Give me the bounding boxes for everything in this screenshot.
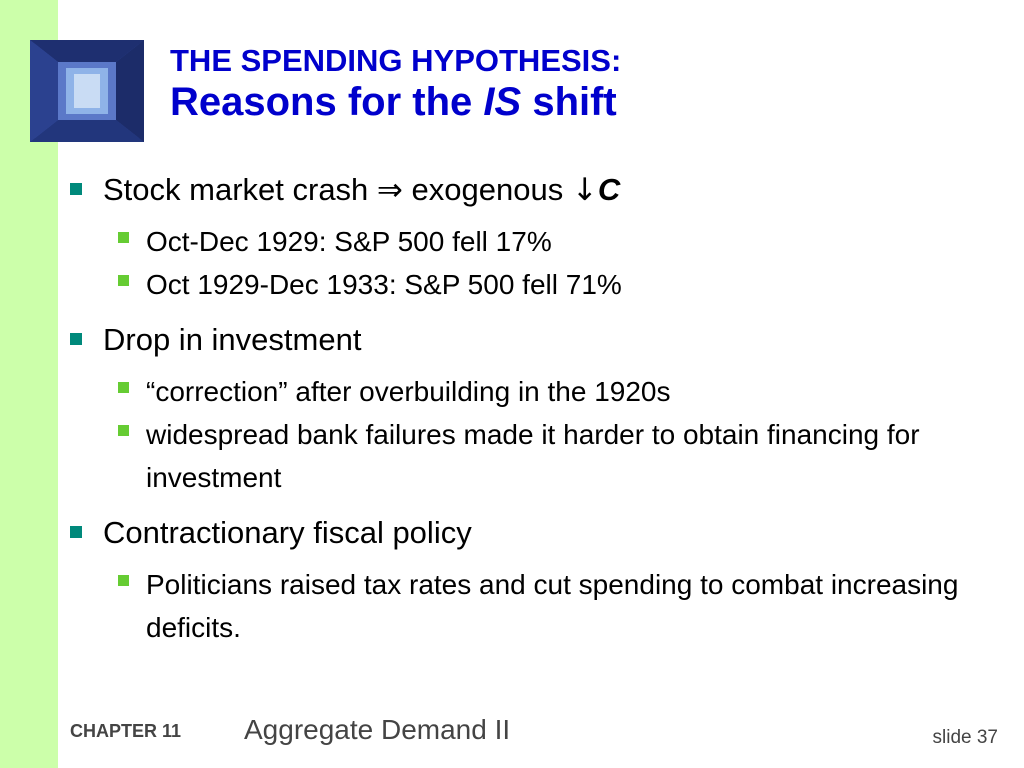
consumption-variable: C: [597, 172, 621, 207]
sub-bullet: Oct-Dec 1929: S&P 500 fell 17%: [118, 220, 966, 263]
sub-bullet-text: “correction” after overbuilding in the 1…: [146, 376, 671, 407]
title-line-2-is: IS: [483, 80, 522, 125]
bullet-text: Contractionary fiscal policy: [103, 515, 472, 550]
sub-bullet-text: Politicians raised tax rates and cut spe…: [146, 569, 959, 643]
bullet-text-2: exogenous: [402, 172, 572, 207]
square-bullet-icon: [70, 333, 82, 345]
square-bullet-icon: [70, 526, 82, 538]
square-bullet-icon: [70, 183, 82, 195]
sub-bullet: Oct 1929-Dec 1933: S&P 500 fell 71%: [118, 263, 966, 306]
title-line-1: THE SPENDING HYPOTHESIS:: [170, 43, 622, 78]
sub-bullet: Politicians raised tax rates and cut spe…: [118, 563, 966, 649]
sub-bullet-text: Oct 1929-Dec 1933: S&P 500 fell 71%: [146, 269, 622, 300]
square-bullet-icon: [118, 382, 129, 393]
sub-bullet-text: widespread bank failures made it harder …: [146, 419, 920, 493]
window-logo-image: [30, 40, 144, 142]
implies-arrow-icon: ⇒: [376, 172, 403, 208]
title-line-2: Reasons for the IS shift: [170, 80, 621, 124]
bullet-contractionary-fiscal-policy: Contractionary fiscal policy: [66, 513, 966, 553]
footer-chapter: CHAPTER 11: [70, 721, 182, 741]
title-line-2-pre: Reasons for the: [170, 80, 484, 125]
slide-content: Stock market crash ⇒ exogenous ↓C Oct-De…: [66, 170, 966, 649]
square-bullet-icon: [118, 575, 129, 586]
bullet-drop-in-investment: Drop in investment: [66, 320, 966, 360]
sub-bullet-text: Oct-Dec 1929: S&P 500 fell 17%: [146, 226, 552, 257]
square-bullet-icon: [118, 275, 129, 286]
sub-bullet: “correction” after overbuilding in the 1…: [118, 370, 966, 413]
title-line-2-post: shift: [521, 80, 617, 125]
footer-title: Aggregate Demand II: [244, 714, 511, 745]
square-bullet-icon: [118, 425, 129, 436]
bullet-text: Drop in investment: [103, 322, 362, 357]
down-arrow-icon: ↓: [571, 172, 598, 208]
sub-bullet: widespread bank failures made it harder …: [118, 413, 966, 499]
square-bullet-icon: [118, 232, 129, 243]
slide-title: THE SPENDING HYPOTHESIS: Reasons for the…: [170, 43, 622, 124]
bullet-stock-market-crash: Stock market crash ⇒ exogenous ↓C: [66, 170, 966, 210]
slide-number: slide 37: [932, 727, 999, 748]
bullet-text: Stock market crash: [103, 172, 377, 207]
